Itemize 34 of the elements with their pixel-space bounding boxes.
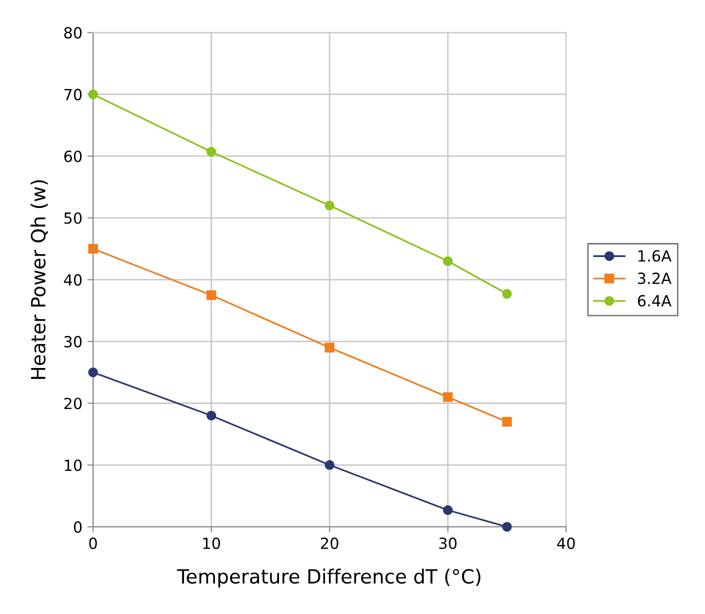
y-tick-label: 10 [64, 459, 82, 472]
point [206, 410, 216, 420]
x-tick-label: 0 [89, 538, 97, 550]
x-tick-label: 40 [557, 538, 575, 550]
legend-label: 3.2A [638, 272, 672, 284]
point [324, 200, 334, 210]
x-axis-title: Temperature Difference dT (°C) [177, 568, 480, 588]
point [442, 392, 453, 402]
x-tick-label: 10 [203, 538, 220, 550]
point [206, 290, 216, 300]
point [502, 416, 512, 427]
y-tick-label: 50 [64, 212, 82, 224]
y-tick-label: 80 [64, 27, 82, 39]
y-tick-label: 40 [64, 274, 82, 286]
legend-label: 1.6A [638, 250, 672, 262]
point [206, 146, 216, 157]
point [88, 89, 98, 100]
legend-label: 6.4A [638, 294, 672, 307]
y-tick-label: 70 [64, 88, 82, 100]
y-axis-title: Heater Power Qh (w) [30, 180, 48, 379]
point [88, 367, 98, 378]
y-tick-label: 20 [64, 398, 82, 410]
y-tick-label: 60 [64, 150, 82, 162]
x-tick-label: 30 [439, 538, 457, 550]
point [502, 522, 512, 532]
x-tick-label: 20 [320, 538, 338, 550]
point [324, 342, 334, 352]
y-tick-label: 0 [74, 521, 82, 533]
y-tick-label: 30 [64, 336, 82, 348]
point [442, 256, 453, 266]
point [88, 244, 98, 254]
point [502, 289, 512, 299]
point [324, 460, 334, 470]
point [442, 505, 453, 515]
